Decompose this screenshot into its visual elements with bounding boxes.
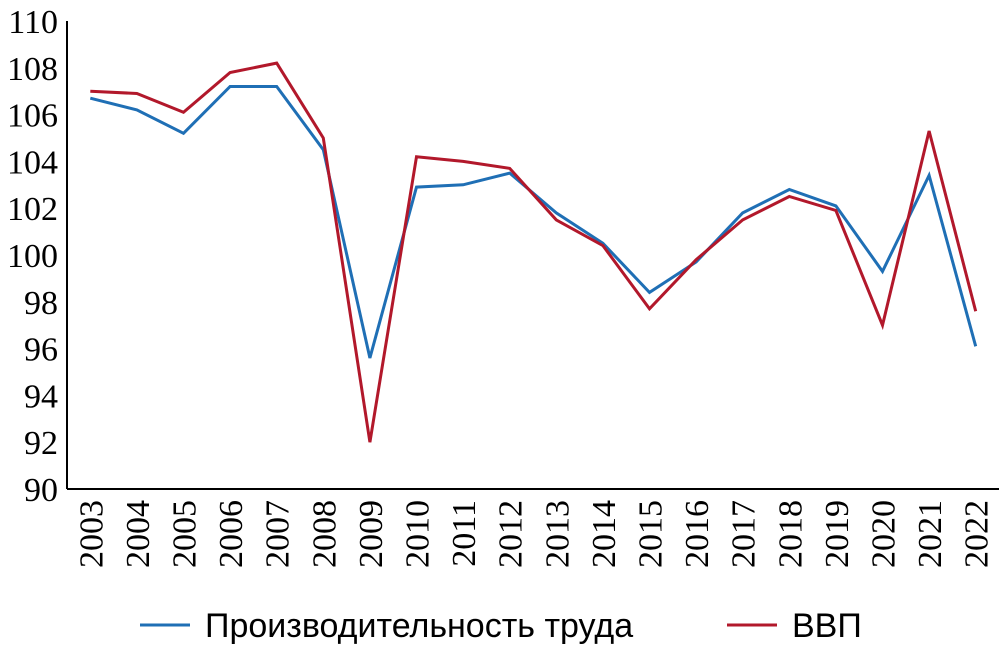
x-tick-label: 2016 <box>679 500 716 568</box>
y-tick-label: 90 <box>24 472 58 509</box>
y-tick-label: 94 <box>24 378 58 415</box>
x-tick-label: 2018 <box>772 500 809 568</box>
x-tick-label: 2017 <box>726 500 763 568</box>
x-tick-label: 2015 <box>633 500 670 568</box>
x-tick-label: 2012 <box>493 500 530 568</box>
y-tick-label: 108 <box>7 51 58 88</box>
x-tick-label: 2010 <box>400 500 437 568</box>
y-tick-label: 96 <box>24 332 58 369</box>
x-tick-label: 2005 <box>167 500 204 568</box>
axes <box>66 21 999 490</box>
y-axis-ticks: 90 92 94 96 98 100 102 104 106 108 110 <box>7 4 58 509</box>
y-tick-label: 102 <box>7 191 58 228</box>
x-tick-label: 2021 <box>912 500 949 568</box>
x-tick-label: 2007 <box>260 500 297 568</box>
y-tick-label: 100 <box>7 238 58 275</box>
x-tick-label: 2009 <box>353 500 390 568</box>
legend-item: ВВП <box>727 607 862 645</box>
legend-label: ВВП <box>792 607 862 645</box>
x-tick-label: 2011 <box>446 500 483 567</box>
y-tick-label: 110 <box>8 4 58 41</box>
series-line-2 <box>90 61 978 443</box>
x-tick-label: 2013 <box>539 500 576 568</box>
x-tick-label: 2022 <box>959 500 996 568</box>
x-tick-label: 2014 <box>586 500 623 568</box>
x-tick-label: 2008 <box>306 500 343 568</box>
y-tick-label: 92 <box>24 425 58 462</box>
y-tick-label: 98 <box>24 285 58 322</box>
series-line-1 <box>89 85 978 359</box>
legend: Производительность труда ВВП <box>140 607 862 645</box>
x-tick-label: 2004 <box>120 500 157 568</box>
x-axis-ticks: 2003 2004 2005 2006 2007 2008 2009 2010 2011 2012… <box>73 500 995 568</box>
x-tick-label: 2020 <box>866 500 903 568</box>
x-tick-label: 2003 <box>73 500 110 568</box>
y-tick-label: 104 <box>7 144 58 181</box>
x-tick-label: 2006 <box>213 500 250 568</box>
legend-item: Производительность труда <box>140 607 633 645</box>
series-lines <box>89 61 978 443</box>
legend-label: Производительность труда <box>205 607 633 645</box>
y-tick-label: 106 <box>7 98 58 135</box>
x-tick-label: 2019 <box>819 500 856 568</box>
